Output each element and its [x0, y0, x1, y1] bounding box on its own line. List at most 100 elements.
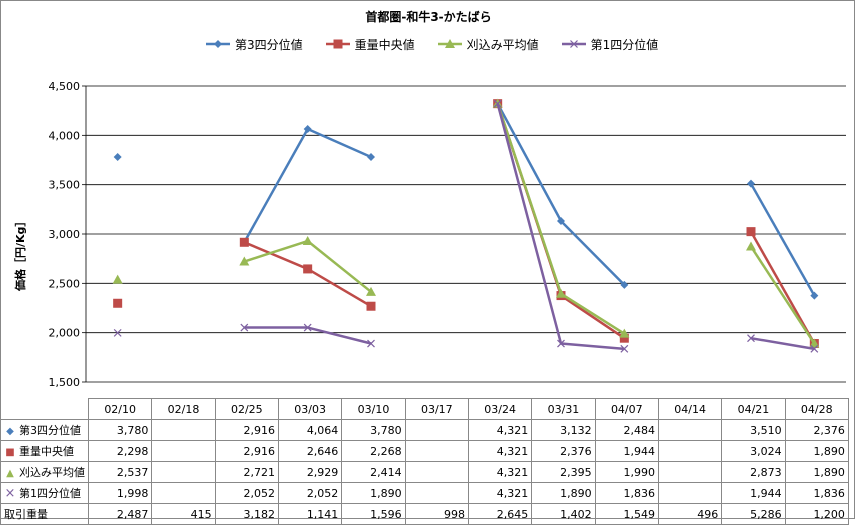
chart-legend: 第3四分位値 重量中央値 刈込み平均値 第1四分位値: [205, 34, 680, 54]
table-row: 取引重量 2,487 415 3,182 1,141 1,596 998 2,645 1,402…: [0, 503, 849, 525]
table-cell: 3,182: [214, 503, 279, 525]
table-row: × 第1四分位値 1,998 2,052 2,052 1,890 4,321 1,890 1,8…: [0, 482, 849, 504]
table-cell: 2,646: [277, 440, 343, 462]
table-cell: 2,484: [594, 419, 659, 441]
marker-stroke: [113, 328, 122, 337]
data-point: [303, 323, 312, 332]
table-cell: [151, 461, 216, 483]
legend-marker: [569, 40, 578, 48]
data-point: [239, 237, 249, 247]
marker-stroke: [810, 344, 819, 353]
x-tick-label: 03/17: [404, 398, 469, 420]
data-point: [747, 179, 755, 188]
data-point: [239, 256, 250, 266]
table-cell: 4,321: [467, 440, 533, 462]
table-cell: 2,645: [467, 503, 533, 525]
table-cell: 1,549: [594, 503, 659, 525]
series-line: [749, 245, 816, 345]
y-tick-label: 1,500: [49, 376, 81, 389]
table-row-label: 取引重量: [0, 503, 89, 525]
table-cell: 4,064: [277, 419, 343, 441]
marker-stroke: [240, 323, 249, 332]
y-tick-label: 3,000: [49, 228, 81, 241]
table-cell: 1,890: [531, 482, 596, 504]
legend-key-icon: ▲: [6, 468, 14, 479]
table-row: ■ 重量中央値 2,298 2,916 2,646 2,268 4,321 2,376 1,94…: [0, 440, 849, 462]
table-cell: 1,836: [594, 482, 659, 504]
data-point: [556, 288, 566, 298]
x-tick-label: 04/14: [657, 398, 723, 420]
legend-label: 重量中央値: [354, 37, 415, 52]
table-cell: 2,376: [784, 419, 849, 441]
legend-key-icon: ×: [4, 486, 16, 501]
data-point: [367, 339, 375, 348]
x-tick-label: 04/28: [784, 398, 849, 420]
table-cell: 2,376: [531, 440, 596, 462]
marker-stroke: [620, 344, 629, 353]
marker-stroke: [747, 334, 755, 343]
x-tick-label: 04/21: [721, 398, 786, 420]
data-point: [619, 333, 629, 343]
table-row-label: 第3四分位値: [19, 424, 81, 437]
table-row: ◆ 第3四分位値 3,780 2,916 4,064 3,780 4,321 3,132 2,4…: [0, 419, 849, 441]
legend-label: 第1四分位値: [590, 37, 659, 52]
data-point: [112, 274, 123, 284]
table-cell: 2,916: [214, 440, 279, 462]
data-point: [747, 334, 755, 343]
table-cell: [404, 461, 469, 483]
x-tick-label: 03/31: [531, 398, 596, 420]
table-cell: 2,929: [277, 461, 343, 483]
table-cell: 3,024: [721, 440, 786, 462]
table-cell: 2,395: [531, 461, 596, 483]
table-cell: [404, 440, 469, 462]
legend-label: 第3四分位値: [235, 37, 303, 52]
table-cell: 2,414: [341, 461, 406, 483]
legend-marker: [214, 40, 222, 48]
table-cell: 1,836: [784, 482, 849, 504]
table-cell: 2,873: [721, 461, 786, 483]
table-cell: 1,890: [341, 482, 406, 504]
data-point: [619, 328, 630, 338]
table-row-header: ■ 重量中央値: [0, 440, 89, 462]
data-point: [366, 286, 376, 296]
legend-entry: 刈込み平均値: [437, 36, 539, 53]
table-header-row: 02/10 02/18 02/25 03/03 03/10 03/17 03/24 03/31…: [0, 398, 849, 420]
series-line: [496, 103, 626, 286]
table-cell: [657, 461, 723, 483]
table-cell: 1,998: [87, 482, 153, 504]
table-cell: 1,990: [594, 461, 659, 483]
table-cell: 1,200: [784, 503, 849, 525]
data-point: [620, 344, 629, 353]
table-cell: 5,286: [721, 503, 786, 525]
x-tick-label: 04/07: [594, 398, 659, 420]
legend-entry: 重量中央値: [325, 36, 415, 53]
table-cell: 998: [404, 503, 469, 525]
table-cell: 1,402: [531, 503, 596, 525]
data-point: [746, 227, 756, 237]
table-cell: 3,780: [341, 419, 406, 441]
series-line: [244, 326, 372, 345]
table-corner: [0, 398, 89, 420]
table-cell: 4,321: [467, 461, 533, 483]
series-line: [749, 231, 816, 345]
table-cell: 2,052: [277, 482, 343, 504]
legend-swatch: [206, 40, 230, 48]
table-cell: [404, 419, 469, 441]
table-cell: [404, 482, 469, 504]
legend-marker: [333, 39, 343, 49]
plot-area: 1,500 2,000 2,500 3,000 3,500 4,000 4,500: [49, 80, 846, 389]
legend-entry: 第3四分位値: [205, 36, 303, 53]
series-line: [243, 127, 372, 243]
data-point: [746, 241, 756, 251]
table-cell: 2,537: [87, 461, 153, 483]
data-point: [113, 153, 122, 162]
data-point: [810, 291, 819, 300]
table-cell: [657, 482, 723, 504]
data-point: [809, 338, 820, 348]
y-tick-label: 4,500: [49, 80, 81, 93]
table-cell: 1,141: [277, 503, 343, 525]
data-point: [493, 99, 502, 108]
legend-label: 刈込み平均値: [466, 37, 539, 52]
table-cell: 2,052: [214, 482, 279, 504]
table-cell: 1,944: [594, 440, 659, 462]
